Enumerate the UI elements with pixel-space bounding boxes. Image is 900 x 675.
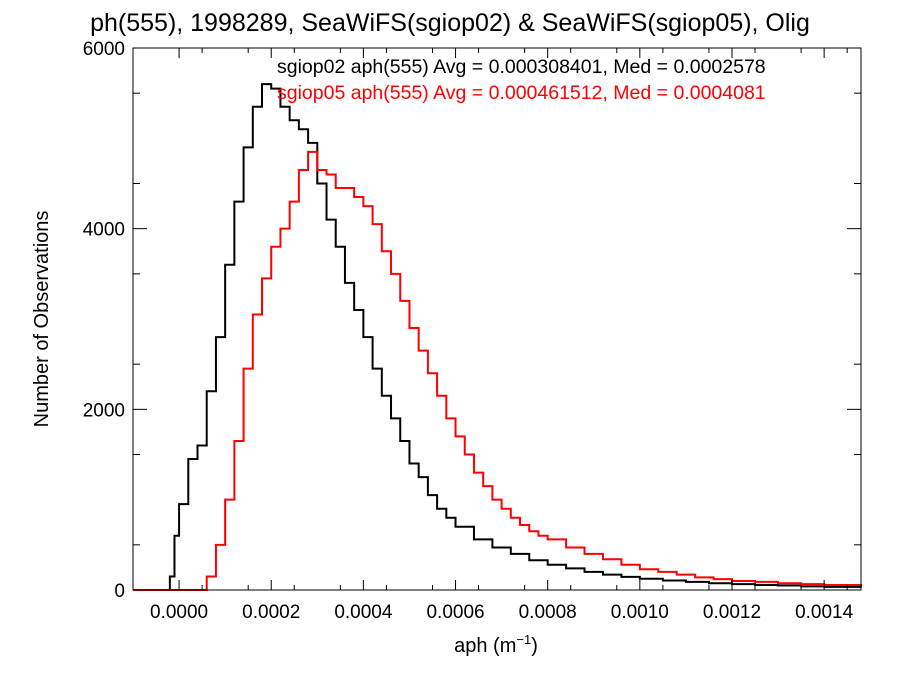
x-tick-label: 0.0010: [611, 602, 669, 623]
x-tick-label: 0.0008: [519, 602, 577, 623]
y-tick-label: 6000: [83, 39, 125, 60]
y-tick-label: 0: [114, 581, 125, 602]
y-tick-label: 4000: [83, 220, 125, 241]
x-axis-label-main: aph (m: [454, 635, 516, 657]
x-tick-label: 0.0006: [426, 602, 484, 623]
x-tick-label: 0.0000: [150, 602, 208, 623]
chart-title: ph(555), 1998289, SeaWiFS(sgiop02) & Sea…: [90, 9, 810, 37]
x-tick-label: 0.0014: [795, 602, 854, 623]
tick-layer: 0.0000 0.0002 0.0004 0.0006 0.0008 0.0010 0.00…: [83, 39, 861, 623]
x-axis-label: aph (m−1): [454, 632, 538, 657]
series-line-sgiop05: [133, 150, 862, 591]
y-axis-label: Number of Observations: [31, 211, 53, 428]
series-line-sgiop02: [133, 83, 862, 591]
x-tick-label: 0.0002: [242, 602, 300, 623]
legend-entry-sgiop02: sgiop02 aph(555) Avg = 0.000308401, Med …: [277, 56, 766, 78]
x-tick-label: 0.0012: [703, 602, 761, 623]
legend-entry-sgiop05: sgiop05 aph(555) Avg = 0.000461512, Med …: [277, 82, 766, 104]
x-tick-label: 0.0004: [334, 602, 393, 623]
x-axis-label-superscript: −1: [516, 632, 531, 647]
series-layer: [133, 83, 862, 591]
plot-frame: [132, 47, 862, 591]
y-tick-label: 2000: [83, 400, 125, 421]
x-axis-label-close: ): [531, 635, 538, 657]
